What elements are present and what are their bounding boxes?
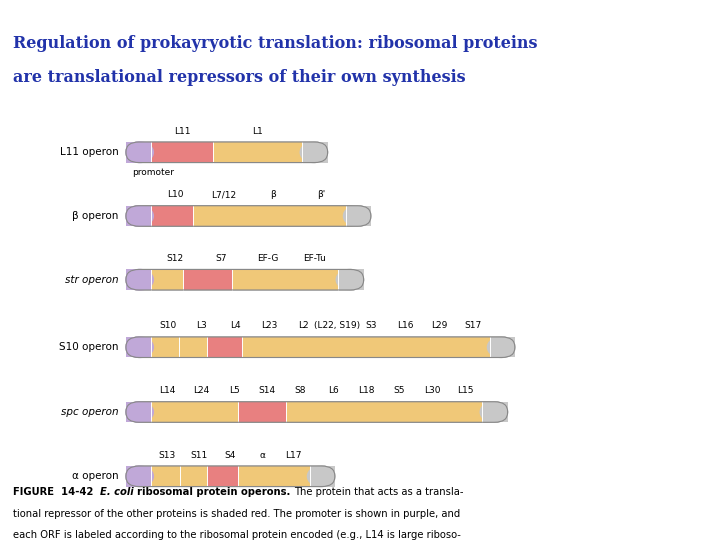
- Bar: [179, 337, 207, 357]
- Bar: [193, 206, 346, 226]
- Text: FIGURE  14-42: FIGURE 14-42: [13, 487, 100, 497]
- Text: L4: L4: [230, 321, 241, 330]
- Circle shape: [480, 402, 508, 422]
- FancyBboxPatch shape: [126, 466, 335, 487]
- Text: S10: S10: [160, 321, 176, 330]
- Text: L11 operon: L11 operon: [60, 147, 119, 157]
- Text: The protein that acts as a transla-: The protein that acts as a transla-: [294, 487, 464, 497]
- Circle shape: [336, 269, 364, 290]
- Text: L3: L3: [197, 321, 207, 330]
- Text: str operon: str operon: [66, 275, 119, 285]
- Bar: [238, 402, 287, 422]
- Circle shape: [126, 337, 153, 357]
- Text: S17: S17: [464, 321, 481, 330]
- Text: S14: S14: [258, 386, 276, 395]
- Text: β operon: β operon: [73, 211, 119, 221]
- Text: L15: L15: [458, 386, 474, 395]
- Bar: [126, 269, 151, 290]
- Bar: [233, 269, 338, 290]
- Bar: [126, 206, 151, 226]
- Bar: [151, 269, 183, 290]
- FancyBboxPatch shape: [126, 402, 508, 422]
- Text: S5: S5: [394, 386, 405, 395]
- Text: tional repressor of the other proteins is shaded red. The promoter is shown in p: tional repressor of the other proteins i…: [13, 509, 460, 519]
- Text: ribosomal protein operons.: ribosomal protein operons.: [138, 487, 294, 497]
- Circle shape: [126, 466, 153, 487]
- Text: L24: L24: [193, 386, 209, 395]
- Circle shape: [126, 269, 153, 290]
- Bar: [310, 466, 335, 487]
- Text: β': β': [318, 190, 325, 199]
- Text: spc operon: spc operon: [61, 407, 119, 417]
- Circle shape: [300, 142, 328, 163]
- Text: L2: L2: [298, 321, 309, 330]
- FancyBboxPatch shape: [126, 337, 515, 357]
- Circle shape: [487, 337, 515, 357]
- FancyBboxPatch shape: [126, 206, 371, 226]
- Text: Regulation of prokayryotic translation: ribosomal proteins: Regulation of prokayryotic translation: …: [13, 35, 537, 52]
- Text: L29: L29: [431, 321, 447, 330]
- Bar: [213, 142, 302, 163]
- Text: α operon: α operon: [72, 471, 119, 481]
- Bar: [151, 142, 213, 163]
- Bar: [207, 337, 243, 357]
- Text: S12: S12: [166, 254, 183, 263]
- Text: L18: L18: [359, 386, 374, 395]
- Text: are translational repressors of their own synthesis: are translational repressors of their ow…: [13, 69, 466, 85]
- Bar: [238, 466, 310, 487]
- Text: L7/12: L7/12: [212, 190, 237, 199]
- Text: S4: S4: [225, 450, 236, 460]
- Circle shape: [343, 206, 371, 226]
- Text: S7: S7: [216, 254, 227, 263]
- Text: L1: L1: [252, 126, 263, 136]
- FancyBboxPatch shape: [126, 269, 364, 290]
- Text: S13: S13: [158, 450, 176, 460]
- Circle shape: [126, 142, 153, 163]
- Text: S10 operon: S10 operon: [59, 342, 119, 352]
- Bar: [126, 466, 151, 487]
- Bar: [126, 142, 151, 163]
- Bar: [287, 402, 482, 422]
- Text: L17: L17: [286, 450, 302, 460]
- Bar: [180, 466, 207, 487]
- Bar: [126, 402, 151, 422]
- Text: L11: L11: [174, 126, 190, 136]
- Text: S8: S8: [294, 386, 306, 395]
- Bar: [243, 337, 490, 357]
- Text: L30: L30: [425, 386, 441, 395]
- Circle shape: [307, 466, 335, 487]
- Bar: [151, 337, 179, 357]
- Bar: [207, 466, 238, 487]
- Text: each ORF is labeled according to the ribosomal protein encoded (e.g., L14 is lar: each ORF is labeled according to the rib…: [13, 530, 461, 540]
- Bar: [490, 337, 515, 357]
- Text: promoter: promoter: [132, 168, 174, 177]
- Circle shape: [126, 206, 153, 226]
- Text: E. coli: E. coli: [100, 487, 138, 497]
- Text: L10: L10: [167, 190, 184, 199]
- Bar: [151, 402, 238, 422]
- Text: L16: L16: [397, 321, 413, 330]
- FancyBboxPatch shape: [126, 142, 328, 163]
- Text: L5: L5: [229, 386, 239, 395]
- Text: L23: L23: [261, 321, 278, 330]
- Bar: [302, 142, 328, 163]
- Bar: [338, 269, 364, 290]
- Text: S3: S3: [366, 321, 377, 330]
- Text: EF-G: EF-G: [258, 254, 279, 263]
- Bar: [126, 337, 151, 357]
- Text: EF-Tu: EF-Tu: [304, 254, 326, 263]
- Circle shape: [126, 402, 153, 422]
- Bar: [151, 206, 193, 226]
- Bar: [151, 466, 180, 487]
- Text: (L22, S19): (L22, S19): [314, 321, 361, 330]
- Text: α: α: [259, 450, 265, 460]
- Bar: [183, 269, 233, 290]
- Bar: [346, 206, 371, 226]
- Bar: [482, 402, 508, 422]
- Text: L6: L6: [328, 386, 338, 395]
- Text: β: β: [270, 190, 276, 199]
- Text: L14: L14: [160, 386, 176, 395]
- Text: S11: S11: [190, 450, 207, 460]
